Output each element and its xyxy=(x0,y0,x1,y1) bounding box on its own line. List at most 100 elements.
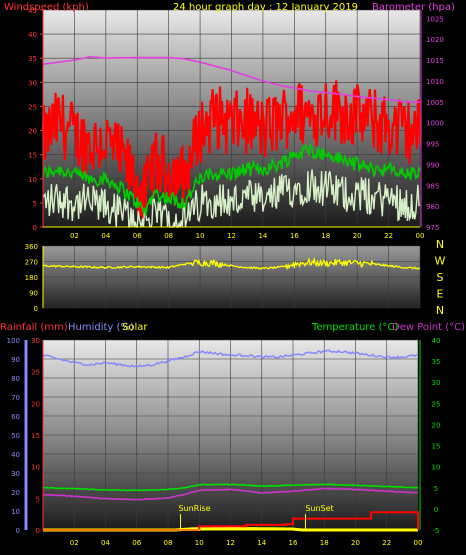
temperature-tick-label: 25 xyxy=(432,400,441,408)
temperature-tick-label: 30 xyxy=(432,379,441,387)
x-tick-label: 00 xyxy=(414,539,423,547)
rain-tick-label: 0 xyxy=(36,527,40,535)
humidity-tick-label: 50 xyxy=(11,432,20,440)
dewpoint-series xyxy=(43,487,419,501)
wind-min-series xyxy=(42,169,421,229)
rain-axis-title: Rainfall (mm) xyxy=(0,322,68,333)
x-tick-label: 16 xyxy=(290,232,299,240)
compass-label: E xyxy=(437,288,444,301)
x-tick-label: 04 xyxy=(101,232,110,240)
humidity-tick-label: 30 xyxy=(11,470,20,478)
barometer-tick-label: 985 xyxy=(426,182,439,190)
humidity-tick-label: 40 xyxy=(11,451,20,459)
barometer-series xyxy=(42,55,421,103)
wind-tick-label: 45 xyxy=(28,7,37,15)
temperature-tick-label: 35 xyxy=(432,358,441,366)
dewpoint-axis-title: Dew Point (°C) xyxy=(392,322,465,333)
temperature-tick-label: 40 xyxy=(432,337,441,345)
wind-tick-label: 10 xyxy=(28,176,37,184)
x-tick-label: 22 xyxy=(384,232,393,240)
barometer-tick-label: 995 xyxy=(426,141,439,149)
wind-tick-label: 35 xyxy=(28,55,37,63)
barometer-tick-label: 975 xyxy=(426,224,439,232)
compass-label: N xyxy=(436,304,444,317)
x-tick-label: 14 xyxy=(258,232,267,240)
right-axis-title: Barometer (hpa) xyxy=(372,2,455,13)
rain-tick-label: 5 xyxy=(36,495,40,503)
humidity-tick-label: 70 xyxy=(11,394,20,402)
humidity-axis-title: Humidity (%) xyxy=(68,322,134,333)
wind-average-series xyxy=(42,142,421,216)
temperature-series xyxy=(42,483,419,492)
direction-series xyxy=(42,256,421,271)
rainfall-series xyxy=(43,511,419,531)
humidity-tick-label: 10 xyxy=(11,508,20,516)
x-tick-label: 00 xyxy=(416,232,425,240)
humidity-tick-label: 100 xyxy=(7,337,20,345)
temperature-tick-label: 10 xyxy=(432,464,441,472)
x-tick-label: 14 xyxy=(257,539,266,547)
chart-title: 24 hour graph day : 12 January 2019 xyxy=(173,2,358,13)
temperature-tick-label: 20 xyxy=(432,421,441,429)
temperature-tick-label: 0 xyxy=(434,506,438,514)
barometer-tick-label: 1015 xyxy=(426,57,444,65)
x-tick-label: 20 xyxy=(353,232,362,240)
sun-annotation: SunSet xyxy=(305,504,333,513)
x-tick-label: 10 xyxy=(196,232,205,240)
rain-tick-label: 10 xyxy=(31,464,40,472)
x-tick-label: 16 xyxy=(289,539,298,547)
temperature-tick-label: 5 xyxy=(434,485,438,493)
wind-tick-label: 0 xyxy=(33,224,37,232)
wind-tick-label: 20 xyxy=(28,128,37,136)
solar-axis-title: Solar xyxy=(122,322,148,333)
x-tick-label: 06 xyxy=(133,232,142,240)
direction-tick-label: 360 xyxy=(25,243,38,251)
wind-tick-label: 25 xyxy=(28,103,37,111)
humidity-tick-label: 20 xyxy=(11,489,20,497)
direction-tick-label: 270 xyxy=(25,259,38,267)
rain-tick-label: 30 xyxy=(31,337,40,345)
humidity-tick-label: 90 xyxy=(11,356,20,364)
x-tick-label: 04 xyxy=(101,539,110,547)
temperature-tick-label: 15 xyxy=(432,443,441,451)
x-tick-label: 08 xyxy=(164,232,173,240)
x-tick-label: 10 xyxy=(195,539,204,547)
temperature-axis-title: Temperature (°C) xyxy=(311,322,398,333)
rain-tick-label: 15 xyxy=(31,432,40,440)
barometer-tick-label: 1025 xyxy=(426,15,444,23)
direction-tick-label: 180 xyxy=(25,274,38,282)
axes-layer: 0510152025303540459759809859909951000100… xyxy=(7,7,446,547)
compass-label: N xyxy=(436,238,444,251)
direction-tick-label: 90 xyxy=(29,290,38,298)
rain-tick-label: 25 xyxy=(31,369,40,377)
left-axis-title: Windspeed (kph) xyxy=(4,2,89,13)
rain-tick-label: 20 xyxy=(31,400,40,408)
wind-tick-label: 5 xyxy=(33,200,37,208)
compass-label: S xyxy=(437,271,444,284)
wind-tick-label: 40 xyxy=(28,31,37,39)
barometer-tick-label: 980 xyxy=(426,203,439,211)
barometer-tick-label: 1010 xyxy=(426,78,444,86)
direction-tick-label: 0 xyxy=(34,305,38,313)
wind-tick-label: 15 xyxy=(28,152,37,160)
x-tick-label: 06 xyxy=(132,539,141,547)
x-tick-label: 22 xyxy=(382,539,391,547)
x-tick-label: 20 xyxy=(351,539,360,547)
x-tick-label: 12 xyxy=(226,539,235,547)
barometer-tick-label: 1005 xyxy=(426,99,444,107)
x-tick-label: 02 xyxy=(70,232,79,240)
x-tick-label: 08 xyxy=(164,539,173,547)
humidity-tick-label: 60 xyxy=(11,413,20,421)
humidity-series xyxy=(42,349,419,368)
sun-annotation: SunRise xyxy=(178,504,210,513)
wind-tick-label: 30 xyxy=(28,79,37,87)
x-tick-label: 12 xyxy=(227,232,236,240)
barometer-tick-label: 1000 xyxy=(426,120,444,128)
humidity-tick-label: 80 xyxy=(11,375,20,383)
x-tick-label: 18 xyxy=(321,232,330,240)
wind-gust-series xyxy=(41,80,422,220)
compass-label: W xyxy=(435,255,446,268)
barometer-tick-label: 990 xyxy=(426,161,439,169)
